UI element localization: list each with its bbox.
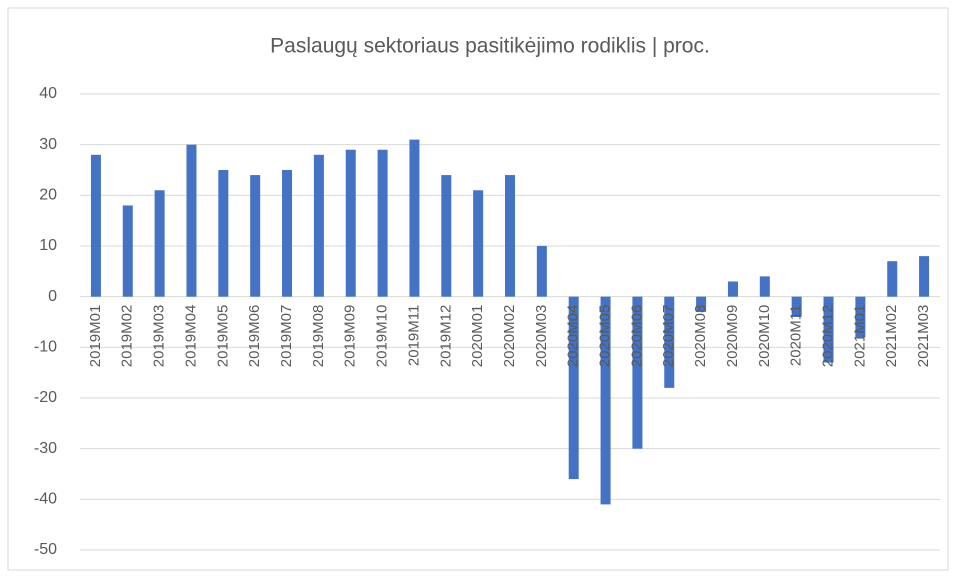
x-tick-label: 2020M09 [724, 305, 741, 368]
bar [90, 154, 101, 297]
x-tick-label: 2019M11 [405, 305, 422, 366]
x-tick-label: 2019M05 [214, 305, 231, 368]
bar [919, 256, 930, 297]
bar [823, 296, 834, 363]
y-tick-label: -10 [34, 339, 57, 356]
bar [122, 205, 133, 297]
x-tick-label: 2020M03 [533, 305, 550, 368]
y-tick-label: 40 [39, 85, 57, 102]
bar [536, 246, 547, 297]
x-tick-label: 2019M01 [87, 305, 104, 368]
x-tick-label: 2019M12 [437, 305, 454, 368]
x-tick-label: 2020M08 [692, 305, 709, 368]
x-tick-label: 2021M03 [915, 305, 932, 368]
x-tick-label: 2020M07 [660, 305, 677, 368]
bar [377, 149, 388, 297]
y-tick-label: -30 [34, 440, 57, 457]
x-tick-label: 2019M09 [342, 305, 359, 368]
x-tick-label: 2021M02 [883, 305, 900, 368]
chart-title: Paslaugų sektoriaus pasitikėjimo rodikli… [270, 35, 710, 58]
y-tick-label: -20 [34, 389, 57, 406]
bar [696, 296, 707, 312]
x-tick-label: 2020M04 [565, 305, 582, 368]
x-tick-label: 2020M11 [788, 305, 805, 366]
bar [759, 276, 770, 297]
x-tick-label: 2020M02 [501, 305, 518, 368]
bar [505, 175, 515, 297]
bar [441, 175, 452, 297]
bar [473, 190, 484, 297]
x-tick-label: 2020M05 [597, 305, 614, 368]
bar [664, 296, 675, 388]
bar [186, 144, 197, 297]
bar [600, 296, 611, 505]
bar [154, 190, 165, 297]
x-tick-label: 2020M10 [756, 305, 773, 368]
y-tick-label: -40 [34, 491, 57, 508]
bar [632, 296, 643, 449]
y-tick-label: 0 [48, 288, 57, 305]
bar [250, 175, 261, 297]
bar [218, 170, 229, 297]
x-tick-label: 2020M12 [819, 305, 836, 368]
x-tick-label: 2019M08 [310, 305, 327, 368]
y-tick-label: 20 [39, 187, 57, 204]
x-tick-label: 2019M06 [246, 305, 263, 368]
bar [887, 261, 898, 297]
x-tick-label: 2019M07 [278, 305, 295, 368]
x-tick-label: 2020M01 [469, 305, 486, 368]
bar [855, 296, 866, 338]
x-tick-label: 2020M06 [628, 305, 645, 368]
bar [791, 296, 802, 317]
x-tick-label: 2021M01 [851, 305, 868, 368]
bar [345, 149, 356, 297]
x-tick-label: 2019M03 [151, 305, 168, 368]
bar [568, 296, 579, 480]
x-tick-label: 2019M04 [182, 305, 199, 368]
x-tick-label: 2019M02 [119, 305, 136, 368]
y-tick-label: -50 [34, 541, 57, 558]
x-tick-label: 2019M10 [374, 305, 391, 368]
bar [727, 281, 738, 297]
bar [313, 154, 324, 297]
y-tick-label: 30 [39, 136, 57, 153]
y-tick-label: 10 [39, 237, 57, 254]
bar [282, 170, 293, 297]
bar [409, 139, 420, 297]
